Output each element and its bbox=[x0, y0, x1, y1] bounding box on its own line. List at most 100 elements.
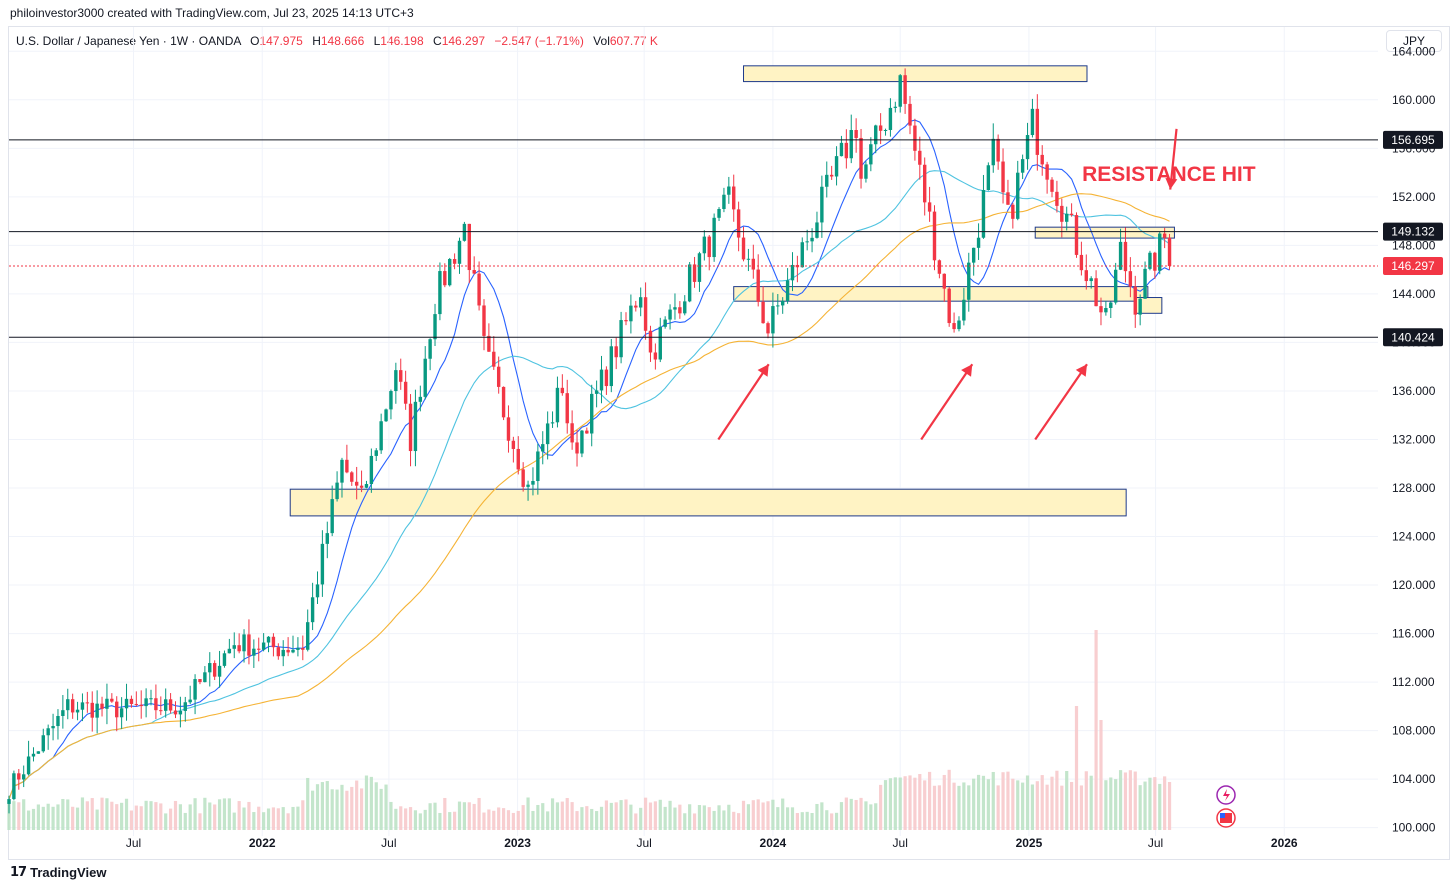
y-tick-label: 136.000 bbox=[1392, 384, 1436, 398]
volume-bar bbox=[1123, 772, 1128, 830]
volume-bar bbox=[1109, 777, 1113, 830]
volume-bar bbox=[31, 808, 36, 830]
volume-bar bbox=[276, 808, 280, 830]
candle-body bbox=[1084, 270, 1088, 282]
candle-body bbox=[1055, 191, 1059, 206]
candle-body bbox=[21, 774, 26, 780]
candle-body bbox=[849, 130, 853, 159]
candle-body bbox=[110, 698, 114, 702]
x-tick-label: 2025 bbox=[1016, 836, 1043, 850]
volume-bar bbox=[443, 797, 447, 830]
candle-body bbox=[212, 663, 217, 677]
candle-body bbox=[56, 715, 60, 727]
symbol-title[interactable]: U.S. Dollar / Japanese Yen · 1W · OANDA bbox=[16, 34, 241, 48]
x-tick-label: Jul bbox=[637, 836, 652, 850]
candle-body bbox=[41, 735, 45, 752]
volume-bar bbox=[1001, 772, 1005, 830]
candle-body bbox=[927, 202, 932, 212]
volume-bar bbox=[1074, 706, 1079, 830]
candle-body bbox=[707, 236, 711, 258]
chart-frame bbox=[8, 26, 1450, 860]
candle-body bbox=[810, 237, 814, 242]
volume-bar bbox=[595, 811, 599, 830]
candle-body bbox=[898, 75, 902, 107]
currency-selector[interactable]: JPY bbox=[1386, 30, 1442, 52]
volume-bar bbox=[555, 802, 560, 830]
candle-body bbox=[594, 390, 599, 394]
candle-body bbox=[957, 320, 961, 330]
candle-body bbox=[756, 269, 760, 302]
volume-bar bbox=[227, 798, 231, 830]
footer-brand[interactable]: 𝟭𝟳 TradingView bbox=[10, 864, 106, 880]
y-tick-label: 160.000 bbox=[1392, 93, 1436, 107]
candle-body bbox=[790, 264, 795, 281]
moving-average-ma_slow bbox=[8, 193, 1170, 800]
candle-body bbox=[545, 423, 550, 445]
candle-body bbox=[159, 710, 163, 712]
open-value: 147.975 bbox=[259, 34, 303, 48]
candle-body bbox=[780, 300, 785, 306]
y-tick-label: 152.000 bbox=[1392, 190, 1436, 204]
candle-body bbox=[129, 698, 134, 704]
volume-bar bbox=[815, 803, 819, 830]
volume-bar bbox=[497, 807, 501, 830]
candle-body bbox=[1118, 241, 1123, 270]
candle-body bbox=[208, 663, 212, 673]
volume-bar bbox=[325, 781, 329, 830]
candle-body bbox=[408, 403, 413, 452]
volume-bar bbox=[301, 800, 305, 830]
volume-bar bbox=[149, 801, 153, 830]
candle-body bbox=[1094, 278, 1098, 307]
volume-bar bbox=[942, 774, 946, 830]
volume-bar bbox=[849, 798, 853, 830]
candle-body bbox=[95, 703, 99, 718]
annotation-arrow-2 bbox=[1034, 363, 1088, 441]
volume-bar bbox=[624, 799, 628, 830]
volume-bar bbox=[962, 782, 966, 830]
volume-bar bbox=[844, 797, 848, 830]
candle-body bbox=[952, 323, 956, 330]
candle-body bbox=[1074, 215, 1079, 255]
volume-bar bbox=[996, 785, 1000, 830]
candle-body bbox=[1006, 192, 1010, 205]
volume-bar bbox=[85, 801, 89, 830]
tradingview-logo-icon: 𝟭𝟳 bbox=[10, 864, 27, 879]
volume-bar bbox=[619, 800, 623, 830]
candle-body bbox=[252, 648, 256, 656]
candle-body bbox=[472, 270, 476, 274]
candle-body bbox=[369, 455, 374, 485]
volume-bar bbox=[428, 803, 432, 830]
volume-bar bbox=[511, 812, 515, 830]
candle-body bbox=[1153, 252, 1157, 271]
volume-bar bbox=[90, 798, 94, 830]
candle-body bbox=[364, 484, 369, 488]
candle-body bbox=[844, 142, 849, 159]
candle-body bbox=[878, 125, 883, 131]
volume-bar bbox=[178, 804, 182, 830]
candle-body bbox=[325, 533, 329, 544]
candle-body bbox=[751, 258, 756, 270]
candle-body bbox=[692, 264, 697, 282]
volume-bar bbox=[1050, 776, 1054, 830]
price-level-label: 146.297 bbox=[1391, 259, 1435, 273]
candle-body bbox=[178, 710, 183, 715]
close-value: 146.297 bbox=[441, 34, 486, 48]
volume-bar bbox=[629, 804, 633, 830]
candle-body bbox=[379, 421, 383, 451]
volume-bar bbox=[668, 800, 672, 830]
volume-bar bbox=[565, 798, 569, 830]
volume-bar bbox=[394, 808, 398, 830]
candle-body bbox=[511, 440, 516, 449]
volume-bar bbox=[472, 803, 476, 830]
volume-bar bbox=[1167, 782, 1172, 830]
y-tick-label: 112.000 bbox=[1392, 675, 1435, 689]
candle-body bbox=[663, 319, 667, 327]
volume-bar bbox=[320, 782, 324, 830]
candle-body bbox=[46, 728, 50, 736]
lightning-glyph-icon bbox=[1223, 789, 1230, 801]
candle-body bbox=[281, 649, 285, 657]
volume-bar bbox=[1065, 771, 1069, 830]
volume-bar bbox=[1030, 784, 1035, 830]
candle-body bbox=[452, 259, 457, 264]
